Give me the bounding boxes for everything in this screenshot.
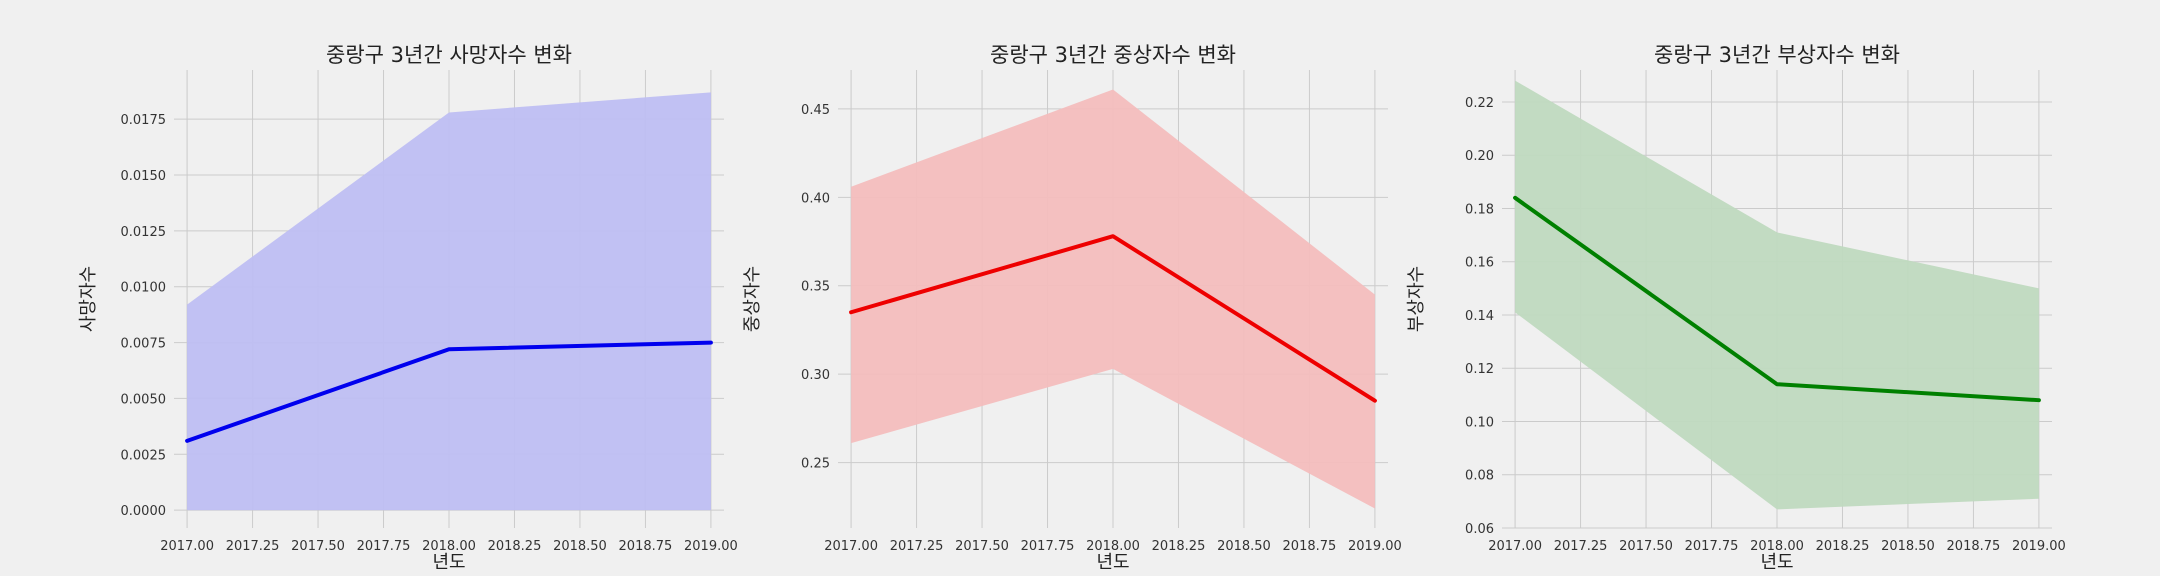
y-tick-label: 0.08 xyxy=(1465,469,1494,484)
x-tick-label: 2017.50 xyxy=(955,539,1009,554)
x-tick-label: 2017.00 xyxy=(824,539,878,554)
y-tick-label: 0.16 xyxy=(1465,256,1494,271)
x-tick-label: 2018.50 xyxy=(1881,539,1935,554)
y-tick-label: 0.10 xyxy=(1465,415,1494,430)
y-tick-label: 0.0025 xyxy=(121,448,167,463)
x-tick-label: 2017.25 xyxy=(226,539,280,554)
x-tick-label: 2017.50 xyxy=(1619,539,1673,554)
x-tick-label: 2018.25 xyxy=(1152,539,1206,554)
y-tick-label: 0.12 xyxy=(1465,362,1494,377)
y-tick-label: 0.0125 xyxy=(121,225,167,240)
x-tick-label: 2017.25 xyxy=(1554,539,1608,554)
confidence-band xyxy=(187,92,711,510)
x-tick-label: 2019.00 xyxy=(684,539,738,554)
chart-title: 중랑구 3년간 부상자수 변화 xyxy=(1654,43,1900,67)
y-tick-label: 0.18 xyxy=(1465,202,1494,217)
chart-panel-3: 2017.00 2017.25 2017.50 2017.75 2018.00 2018.… xyxy=(1406,43,2066,573)
x-tick-label: 2017.75 xyxy=(357,539,411,554)
x-tick-label: 2017.50 xyxy=(291,539,345,554)
x-tick-label: 2017.75 xyxy=(1685,539,1739,554)
x-tick-label: 2018.25 xyxy=(488,539,542,554)
x-tick-label: 2018.75 xyxy=(619,539,673,554)
y-axis-label: 중상자수 xyxy=(742,266,763,332)
y-tick-label: 0.30 xyxy=(801,368,830,383)
y-tick-label: 0.25 xyxy=(801,457,830,472)
x-tick-label: 2018.75 xyxy=(1283,539,1337,554)
y-tick-label: 0.0075 xyxy=(121,337,167,352)
y-axis-label: 사망자수 xyxy=(78,266,99,332)
y-tick-label: 0.0150 xyxy=(121,169,167,184)
x-tick-label: 2017.75 xyxy=(1021,539,1075,554)
y-tick-label: 0.40 xyxy=(801,191,830,206)
y-axis-label: 부상자수 xyxy=(1406,266,1427,332)
x-tick-label: 2019.00 xyxy=(2012,539,2066,554)
chart-title: 중랑구 3년간 사망자수 변화 xyxy=(326,43,572,67)
x-tick-label: 2018.50 xyxy=(1217,539,1271,554)
x-tick-label: 2017.00 xyxy=(1488,539,1542,554)
y-tick-label: 0.0000 xyxy=(121,504,167,519)
y-tick-label: 0.45 xyxy=(801,103,830,118)
y-tick-label: 0.35 xyxy=(801,280,830,295)
x-axis-label: 년도 xyxy=(1096,552,1129,573)
y-tick-label: 0.20 xyxy=(1465,149,1494,164)
x-tick-label: 2018.50 xyxy=(553,539,607,554)
x-axis-label: 년도 xyxy=(432,552,465,573)
y-tick-label: 0.06 xyxy=(1465,522,1494,537)
x-tick-label: 2019.00 xyxy=(1348,539,1402,554)
y-tick-label: 0.0175 xyxy=(121,113,167,128)
y-tick-label: 0.22 xyxy=(1465,96,1494,111)
y-tick-label: 0.14 xyxy=(1465,309,1494,324)
chart-panel-2: 2017.00 2017.25 2017.50 2017.75 2018.00 2018.… xyxy=(742,43,1402,573)
x-tick-label: 2017.00 xyxy=(160,539,214,554)
chart-title: 중랑구 3년간 중상자수 변화 xyxy=(990,43,1236,67)
chart-panel-1: 2017.00 2017.25 2017.50 2017.75 2018.00 2018.… xyxy=(78,43,738,573)
x-tick-label: 2017.25 xyxy=(890,539,944,554)
y-tick-label: 0.0100 xyxy=(121,281,167,296)
x-axis-label: 년도 xyxy=(1760,552,1793,573)
x-tick-label: 2018.75 xyxy=(1947,539,2001,554)
x-tick-label: 2018.25 xyxy=(1816,539,1870,554)
y-tick-label: 0.0050 xyxy=(121,392,167,407)
